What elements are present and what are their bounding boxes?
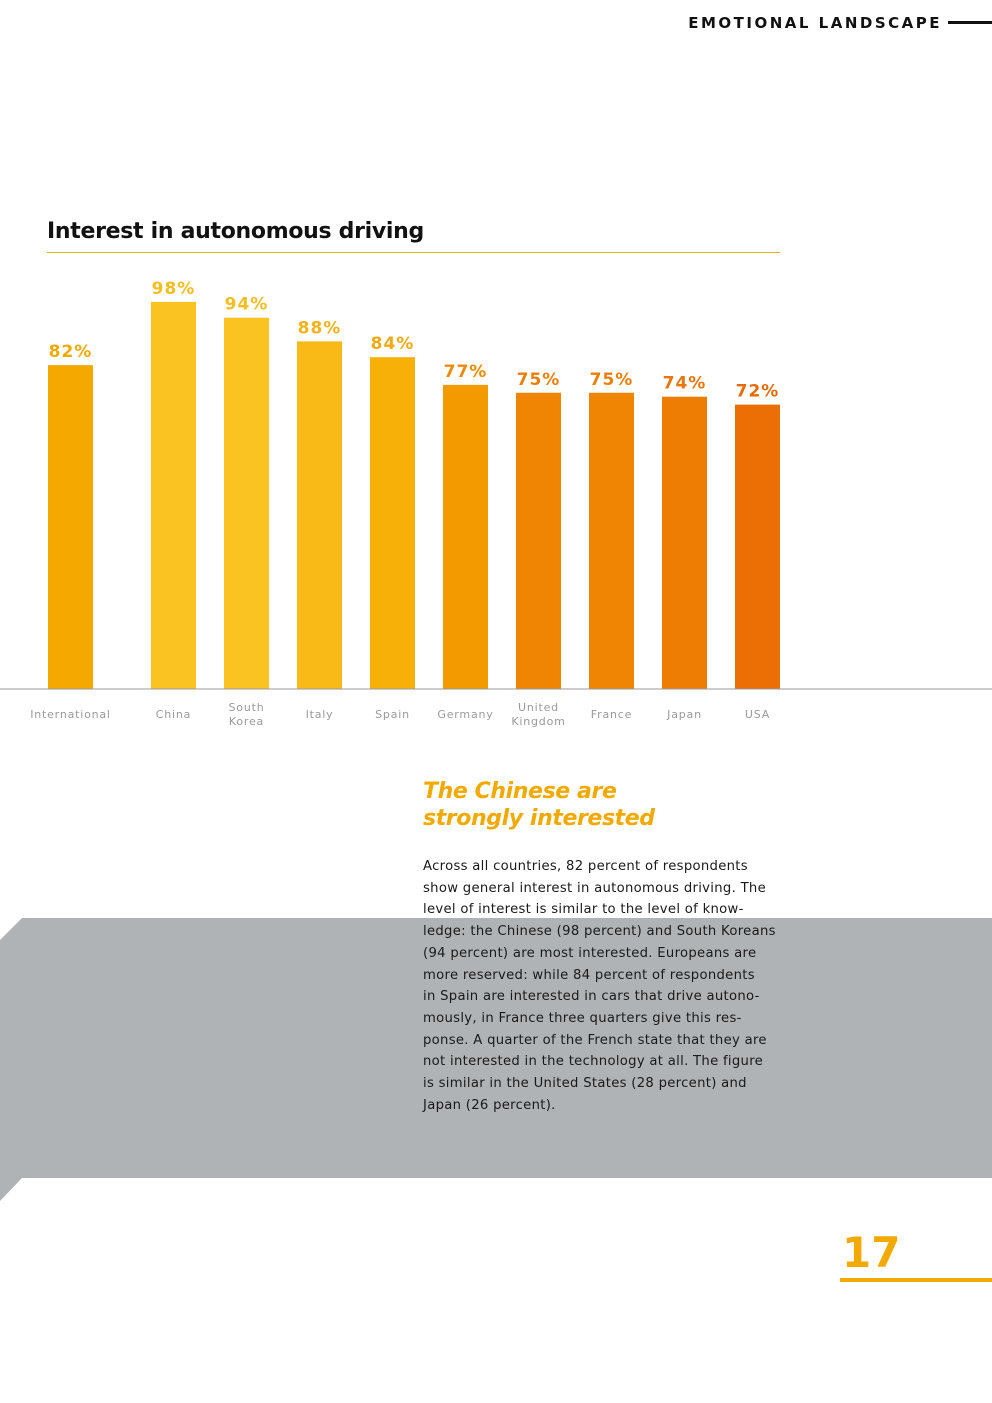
article-body-line: Japan (26 percent). bbox=[423, 1097, 556, 1113]
bar-value-label: 94% bbox=[225, 295, 269, 315]
article-body-line: level of interest is similar to the leve… bbox=[423, 902, 744, 918]
bar-value-label: 98% bbox=[152, 279, 196, 299]
article-body-line: (94 percent) are most interested. Europe… bbox=[423, 945, 757, 961]
article-column: The Chinese are strongly interested Acro… bbox=[423, 778, 793, 1116]
bar-value-label: 74% bbox=[663, 374, 707, 394]
category-label-line: China bbox=[156, 708, 191, 721]
category-label: United Kingdom bbox=[511, 701, 565, 728]
category-label: Italy bbox=[306, 708, 334, 721]
article-body-line: is similar in the United States (28 perc… bbox=[423, 1076, 747, 1092]
article-body-line: Across all countries, 82 percent of resp… bbox=[423, 859, 748, 874]
bar-value-label: 88% bbox=[298, 318, 342, 338]
article-body: Across all countries, 82 percent of resp… bbox=[423, 856, 793, 1116]
page-number-rule bbox=[840, 1278, 992, 1282]
category-label: Japan bbox=[666, 708, 702, 721]
bar-5 bbox=[443, 384, 488, 689]
category-label: Germany bbox=[437, 708, 493, 721]
article-heading-line: strongly interested bbox=[423, 806, 655, 831]
bar-value-label: 82% bbox=[49, 342, 93, 362]
article-body-line: more reserved: while 84 percent of respo… bbox=[423, 967, 755, 983]
section-header-title: EMOTIONAL LANDSCAPE bbox=[688, 14, 942, 32]
article-body-line: ponse. A quarter of the French state tha… bbox=[423, 1032, 767, 1048]
article-body-line: mously, in France three quarters give th… bbox=[423, 1010, 742, 1026]
category-label-line: France bbox=[591, 708, 632, 721]
category-label-line: South bbox=[229, 701, 265, 714]
chart-title: Interest in autonomous driving bbox=[47, 219, 424, 244]
category-label-line: USA bbox=[745, 708, 770, 721]
bar-8 bbox=[662, 396, 707, 689]
chart-title-rule bbox=[47, 252, 780, 253]
bar-2 bbox=[224, 317, 269, 689]
bar-9 bbox=[735, 404, 780, 689]
category-label: Spain bbox=[375, 708, 410, 721]
bar-7 bbox=[589, 392, 634, 689]
article-body-line: show general interest in autonomous driv… bbox=[423, 880, 766, 896]
grey-background-band bbox=[0, 918, 992, 1201]
section-header-rule bbox=[948, 21, 992, 24]
bar-value-label: 84% bbox=[371, 334, 415, 354]
page-number: 17 bbox=[842, 1228, 901, 1277]
category-label-line: Japan bbox=[666, 708, 702, 721]
bar-1 bbox=[151, 301, 196, 689]
category-label: South Korea bbox=[229, 701, 265, 728]
bar-value-label: 75% bbox=[517, 370, 561, 390]
category-label-line: Spain bbox=[375, 708, 410, 721]
category-label-line: International bbox=[30, 708, 111, 721]
article-body-line: in Spain are interested in cars that dri… bbox=[423, 989, 760, 1005]
article-body-line: not interested in the technology at all.… bbox=[423, 1054, 764, 1070]
bar-6 bbox=[516, 392, 561, 689]
bar-3 bbox=[297, 341, 342, 689]
article-body-line: ledge: the Chinese (98 percent) and Sout… bbox=[423, 924, 776, 940]
article-heading: The Chinese are strongly interested bbox=[423, 778, 793, 832]
category-label: USA bbox=[745, 708, 770, 721]
bar-4 bbox=[370, 357, 415, 689]
bar-value-label: 77% bbox=[444, 362, 488, 382]
bar-value-label: 72% bbox=[736, 382, 780, 402]
category-label: France bbox=[591, 708, 632, 721]
bar-chart: 82% International 98% China 94% South Korea 88%… bbox=[0, 279, 992, 728]
article-heading-line: The Chinese are bbox=[423, 779, 617, 804]
category-label-line: Korea bbox=[229, 715, 264, 728]
category-label-line: Italy bbox=[306, 708, 334, 721]
category-label: International bbox=[30, 708, 111, 721]
category-label: China bbox=[156, 708, 191, 721]
category-label-line: Germany bbox=[437, 708, 493, 721]
bar-value-label: 75% bbox=[590, 370, 634, 390]
category-label-line: United bbox=[518, 701, 559, 714]
bar-0 bbox=[48, 365, 93, 689]
category-label-line: Kingdom bbox=[511, 715, 565, 728]
